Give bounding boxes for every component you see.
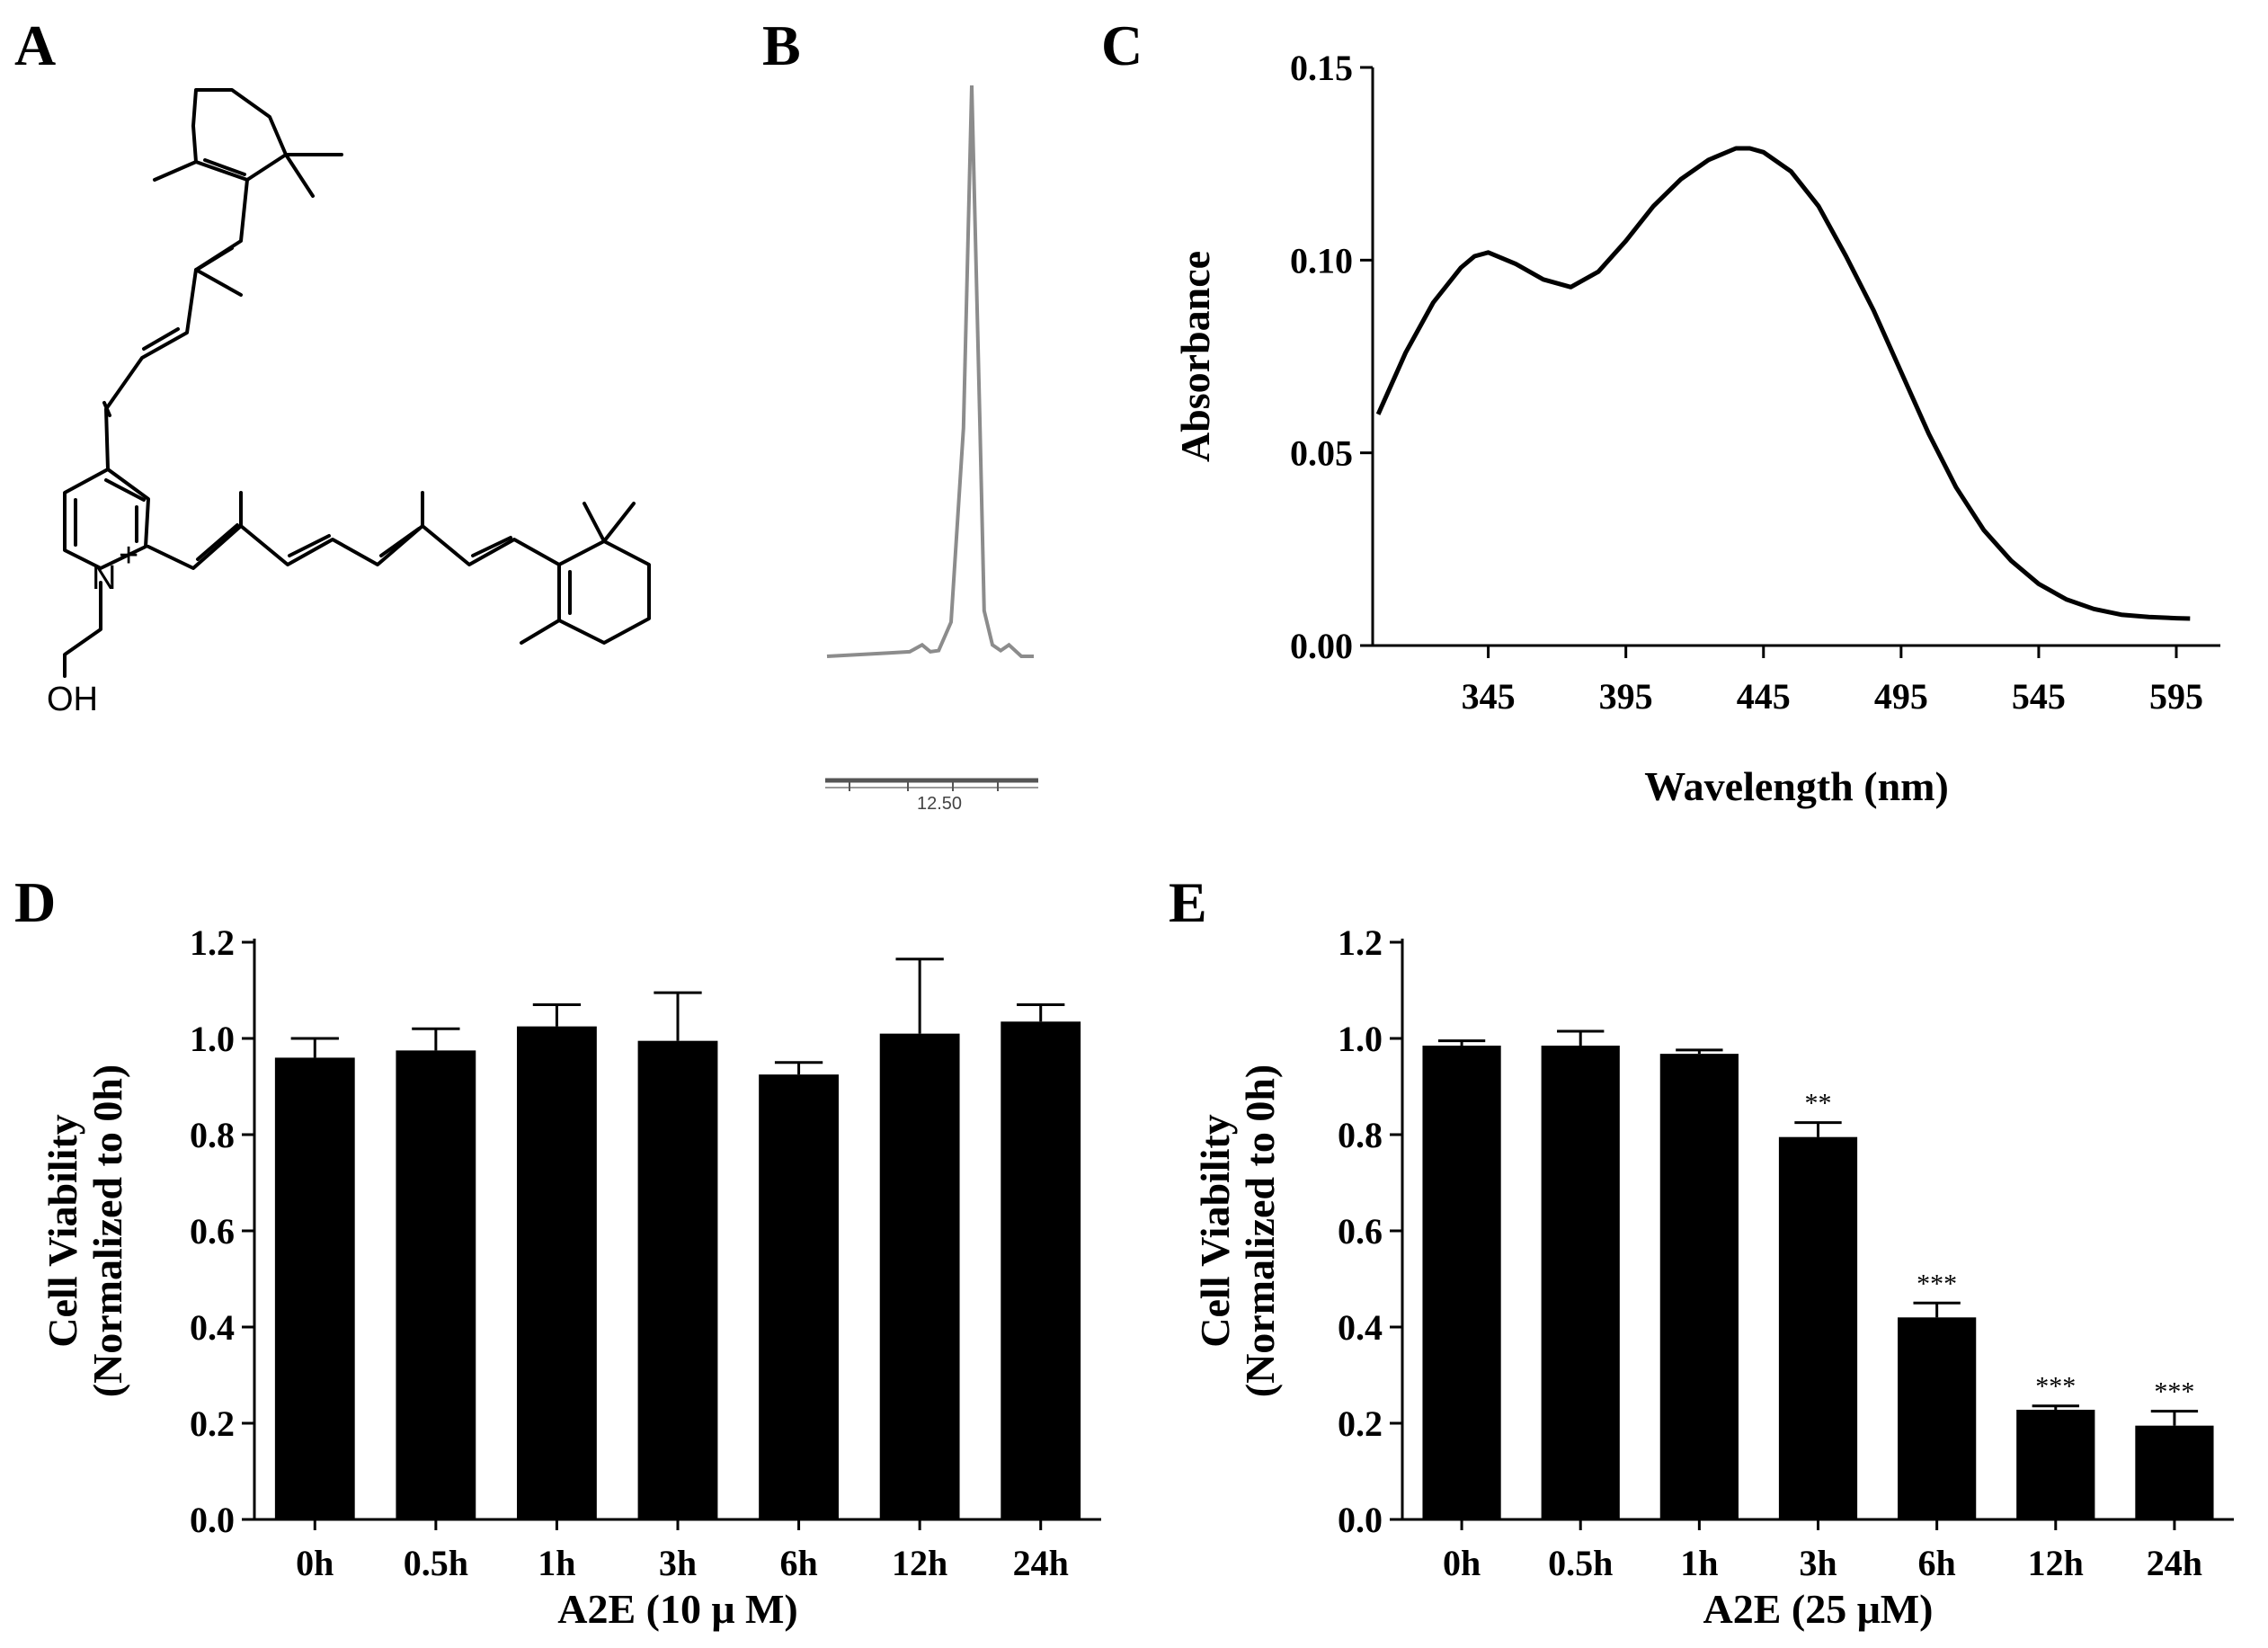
bar xyxy=(396,1050,476,1519)
y-axis-title: Cell Viability xyxy=(40,1114,85,1347)
x-tick-label: 3h xyxy=(1799,1543,1837,1583)
y-tick-label: 0.15 xyxy=(1290,48,1353,88)
bar xyxy=(1422,1046,1501,1519)
bar xyxy=(637,1040,718,1519)
bar xyxy=(2135,1425,2214,1519)
significance-label: *** xyxy=(1917,1269,1957,1298)
panel-letter-e: E xyxy=(1169,870,1207,934)
upper-ring-double-bond xyxy=(203,158,246,176)
y-tick-label: 0.00 xyxy=(1290,626,1353,666)
lower-ring-methyls xyxy=(520,502,636,645)
hplc-chromatogram: 12.50 xyxy=(825,85,1038,814)
hplc-retention-label: 12.50 xyxy=(917,794,962,814)
bar xyxy=(1778,1136,1858,1519)
y-tick-label: 0.6 xyxy=(1338,1211,1383,1252)
x-tick-label: 24h xyxy=(1013,1543,1069,1583)
x-tick-label: 545 xyxy=(2012,676,2066,717)
pyridinium-inner-bonds xyxy=(74,478,146,547)
panel-letter-a: A xyxy=(14,13,56,77)
x-tick-label: 12h xyxy=(892,1543,947,1583)
y-tick-label: 1.0 xyxy=(1338,1019,1383,1059)
lower-chain xyxy=(147,524,561,570)
x-tick-label: 6h xyxy=(779,1543,817,1583)
panel-letter-d: D xyxy=(14,870,56,934)
y-tick-label: 0.6 xyxy=(190,1211,235,1252)
x-tick-label: 24h xyxy=(2147,1543,2202,1583)
hydroxyl-label: OH xyxy=(47,681,98,718)
x-tick-label: 12h xyxy=(2028,1543,2084,1583)
y-tick-label: 0.05 xyxy=(1290,433,1353,474)
y-tick-label: 1.0 xyxy=(190,1019,235,1059)
bar xyxy=(759,1074,839,1519)
lower-chain-methyls xyxy=(239,491,424,528)
hplc-trace xyxy=(826,85,1034,658)
upper-chain xyxy=(104,178,249,471)
nitrogen-charge-label: + xyxy=(119,537,138,575)
bar xyxy=(879,1033,960,1519)
bar xyxy=(1001,1021,1081,1519)
a2e-structure xyxy=(63,88,651,678)
viability-10-chart: 0.0 0.2 0.4 0.6 0.8 1.0 1.2 0h 0.5h 1h 3h 6h 12h 24h A… xyxy=(40,922,1101,1632)
x-tick-label: 345 xyxy=(1462,676,1516,717)
hplc-time-axis: 12.50 xyxy=(825,778,1038,814)
y-tick-label: 1.2 xyxy=(190,922,235,963)
upper-ring-methyls xyxy=(153,153,343,198)
panel-letter-b: B xyxy=(762,13,801,77)
significance-label: *** xyxy=(2035,1372,2076,1402)
bar xyxy=(274,1057,355,1519)
y-tick-label: 1.2 xyxy=(1338,922,1383,963)
x-tick-label: 0.5h xyxy=(404,1543,468,1583)
y-tick-label: 0.8 xyxy=(190,1115,235,1155)
upper-chain-methyl xyxy=(194,268,243,297)
y-tick-label: 0.0 xyxy=(190,1500,235,1540)
y-axis-title: (Normalized to 0h) xyxy=(1237,1065,1283,1397)
nitrogen-label: N xyxy=(92,559,116,597)
y-axis-title: (Normalized to 0h) xyxy=(84,1065,130,1397)
x-tick-label: 395 xyxy=(1599,676,1653,717)
panel-letter-c: C xyxy=(1101,13,1143,77)
y-tick-label: 0.2 xyxy=(190,1403,235,1444)
upper-chain-double-bonds xyxy=(102,246,234,417)
y-tick-label: 0.2 xyxy=(1338,1403,1383,1444)
x-tick-label: 595 xyxy=(2149,676,2203,717)
y-axis-title: Cell Viability xyxy=(1192,1114,1238,1347)
bar xyxy=(517,1026,597,1519)
bar xyxy=(2016,1410,2095,1519)
x-tick-label: 445 xyxy=(1737,676,1791,717)
n-ethanol-chain xyxy=(63,581,102,678)
lower-ring-bonds xyxy=(557,539,651,645)
y-tick-label: 0.0 xyxy=(1338,1500,1383,1540)
bar xyxy=(1659,1054,1739,1519)
upper-ring-bonds xyxy=(191,88,288,182)
viability-25-chart: 0.0 0.2 0.4 0.6 0.8 1.0 1.2 0h 0.5h 1h 3h ** 6h *** 12… xyxy=(1192,922,2234,1632)
bar xyxy=(1898,1317,1977,1519)
x-tick-label: 3h xyxy=(659,1543,697,1583)
x-axis-title: Wavelength (nm) xyxy=(1644,763,1949,809)
bar xyxy=(1541,1046,1620,1519)
y-tick-label: 0.4 xyxy=(1338,1307,1383,1348)
x-axis-title: A2E (10 μ M) xyxy=(557,1586,798,1632)
x-tick-label: 0.5h xyxy=(1548,1543,1613,1583)
y-axis-title: Absorbance xyxy=(1172,251,1218,462)
x-tick-label: 1h xyxy=(1680,1543,1718,1583)
significance-label: ** xyxy=(1805,1089,1832,1118)
y-tick-label: 0.10 xyxy=(1290,240,1353,281)
absorbance-series-line xyxy=(1375,146,2191,621)
x-tick-label: 0h xyxy=(1443,1543,1481,1583)
y-tick-label: 0.8 xyxy=(1338,1115,1383,1155)
x-axis-title: A2E (25 μM) xyxy=(1703,1586,1933,1632)
pyridinium-ring xyxy=(63,468,150,570)
x-tick-label: 0h xyxy=(296,1543,334,1583)
significance-label: *** xyxy=(2154,1377,2194,1407)
absorbance-chart: 0.00 0.05 0.10 0.15 345 395 445 495 545 595 Wavele… xyxy=(1172,48,2220,809)
y-tick-label: 0.4 xyxy=(190,1307,235,1348)
x-tick-label: 6h xyxy=(1918,1543,1956,1583)
x-tick-label: 1h xyxy=(538,1543,575,1583)
x-tick-label: 495 xyxy=(1874,676,1928,717)
lower-chain-double-bonds xyxy=(196,523,512,561)
